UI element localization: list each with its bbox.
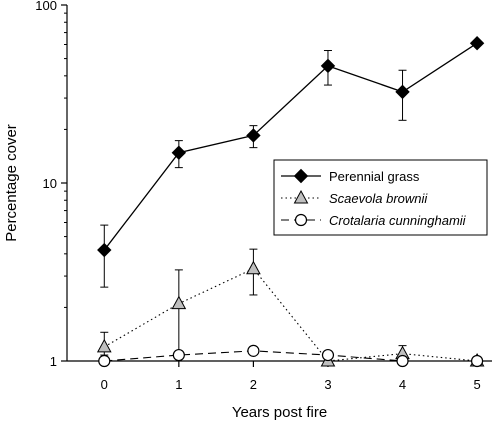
y-axis-title: Percentage cover (3, 124, 20, 242)
circle-marker (98, 354, 111, 368)
plot-area: 1 10 100 0 1 2 3 4 5 (35, 0, 492, 392)
legend-label: Perennial grass (329, 169, 420, 184)
y-tick-label: 100 (35, 0, 57, 13)
x-tick-label: 3 (324, 377, 331, 392)
series-line (103, 42, 478, 251)
circle-marker (396, 354, 409, 368)
triangle-marker (171, 295, 187, 310)
legend-item-1: Scaevola brownii (281, 189, 428, 206)
series-layer (96, 36, 485, 368)
diamond-marker (469, 36, 485, 51)
circle-marker (247, 344, 260, 357)
triangle-marker (246, 260, 261, 275)
diamond-marker (395, 84, 410, 100)
circle-marker (321, 348, 335, 362)
x-tick-label: 5 (473, 377, 480, 392)
y-tick-label: 10 (43, 176, 57, 191)
x-tick-label: 0 (101, 377, 108, 392)
legend-label: Crotalaria cunninghamii (329, 213, 467, 228)
triangle-marker (293, 189, 309, 204)
series-line (104, 350, 478, 362)
circle-marker (294, 213, 308, 227)
diamond-marker (171, 145, 187, 160)
axis-ticks: 1 10 100 0 1 2 3 4 5 (35, 0, 480, 392)
diamond-marker (246, 128, 261, 143)
x-axis-title: Years post fire (232, 404, 327, 421)
series-1 (96, 248, 485, 367)
x-tick-label: 2 (250, 377, 257, 392)
diamond-marker (293, 168, 309, 184)
x-tick-label: 4 (399, 377, 406, 392)
circle-marker (470, 354, 484, 368)
series-line (104, 268, 478, 362)
legend: Perennial grass Scaevola brownii Crotalari… (273, 159, 488, 236)
x-tick-label: 1 (175, 377, 182, 392)
legend-item-0: Perennial grass (281, 168, 420, 184)
legend-item-2: Crotalaria cunninghamii (281, 213, 467, 228)
diamond-marker (97, 242, 112, 258)
circle-marker (172, 348, 185, 362)
series-2 (98, 344, 484, 368)
series-0 (97, 36, 485, 288)
y-tick-label: 1 (50, 354, 57, 369)
legend-items: Perennial grass Scaevola brownii Crotalari… (281, 168, 467, 228)
diamond-marker (320, 58, 336, 74)
legend-label: Scaevola brownii (329, 191, 428, 206)
triangle-marker (96, 338, 112, 353)
